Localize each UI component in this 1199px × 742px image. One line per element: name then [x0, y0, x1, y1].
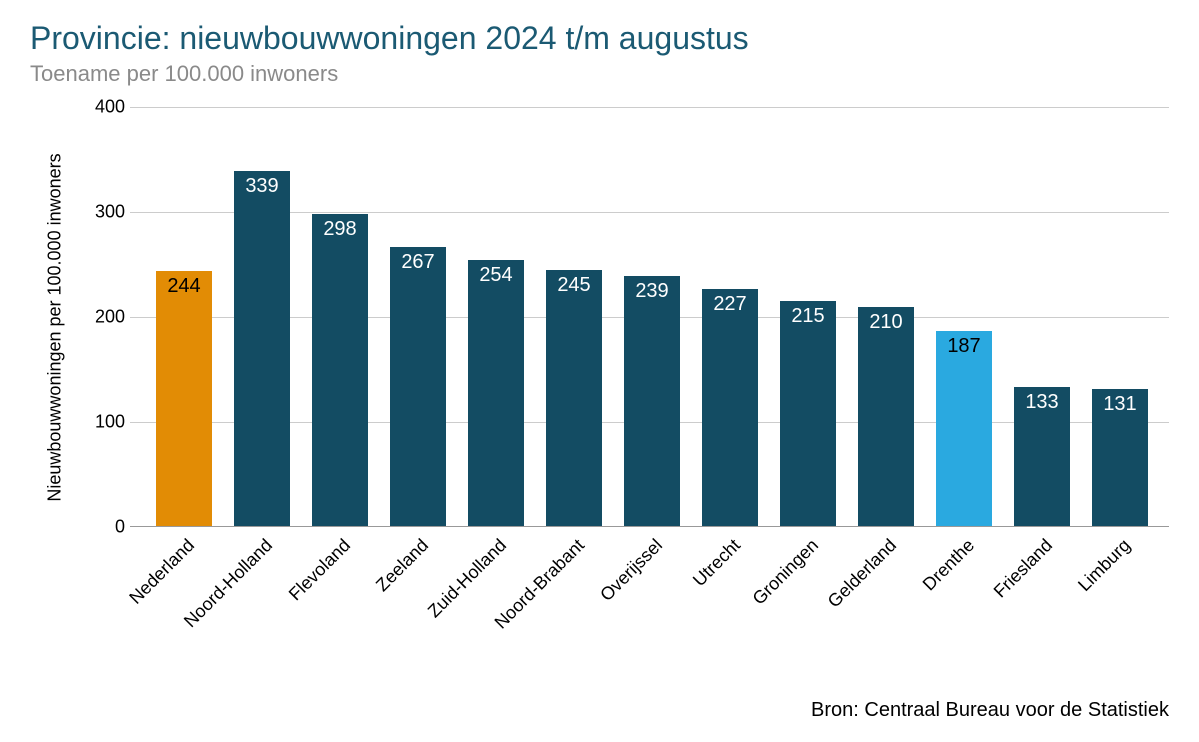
- bar: 187: [936, 331, 992, 527]
- y-axis-label: Nieuwbouwwoningen per 100.000 inwoners: [45, 153, 66, 501]
- bar-value-label: 133: [1025, 391, 1058, 414]
- y-tick-label: 200: [90, 307, 125, 328]
- bar-value-label: 239: [635, 280, 668, 303]
- x-label-slot: Overijssel: [613, 527, 691, 677]
- bar-value-label: 131: [1103, 393, 1136, 416]
- y-tick-label: 300: [90, 202, 125, 223]
- bar-value-label: 210: [869, 311, 902, 334]
- x-label-slot: Friesland: [1003, 527, 1081, 677]
- bar: 339: [234, 171, 290, 527]
- bars-row: 244 339 298 267 254 245 239 227 215 210 187 133 131: [145, 107, 1159, 527]
- bar: 298: [312, 214, 368, 527]
- bar-value-label: 244: [167, 275, 200, 298]
- bar-value-label: 227: [713, 293, 746, 316]
- x-label-slot: Flevoland: [301, 527, 379, 677]
- bar: 267: [390, 247, 446, 527]
- bar: 133: [1014, 387, 1070, 527]
- bar-slot: 298: [301, 107, 379, 527]
- bar-slot: 131: [1081, 107, 1159, 527]
- bar: 244: [156, 271, 212, 527]
- bar-slot: 339: [223, 107, 301, 527]
- x-axis-label: Zeeland: [372, 535, 433, 596]
- bar-value-label: 298: [323, 218, 356, 241]
- x-axis-label: Drenthe: [919, 535, 979, 595]
- chart-container: Provincie: nieuwbouwwoningen 2024 t/m au…: [0, 0, 1199, 742]
- x-axis-label: Nederland: [125, 535, 199, 609]
- bar-slot: 245: [535, 107, 613, 527]
- y-tick-label: 0: [90, 517, 125, 538]
- x-label-slot: Noord-Holland: [223, 527, 301, 677]
- x-axis-label: Utrecht: [689, 535, 745, 591]
- bar: 215: [780, 301, 836, 527]
- bar-slot: 244: [145, 107, 223, 527]
- bar-slot: 239: [613, 107, 691, 527]
- x-label-slot: Drenthe: [925, 527, 1003, 677]
- bar-slot: 254: [457, 107, 535, 527]
- x-label-slot: Noord-Brabant: [535, 527, 613, 677]
- bar-value-label: 215: [791, 305, 824, 328]
- x-label-slot: Gelderland: [847, 527, 925, 677]
- bar-slot: 133: [1003, 107, 1081, 527]
- bar-slot: 215: [769, 107, 847, 527]
- bar-value-label: 187: [947, 335, 980, 358]
- y-tick-label: 400: [90, 97, 125, 118]
- bar-value-label: 254: [479, 264, 512, 287]
- x-label-slot: Limburg: [1081, 527, 1159, 677]
- source-label: Bron: Centraal Bureau voor de Statistiek: [811, 699, 1169, 722]
- bar: 239: [624, 276, 680, 527]
- bar: 227: [702, 289, 758, 527]
- x-labels-row: NederlandNoord-HollandFlevolandZeelandZu…: [145, 527, 1159, 677]
- y-tick-label: 100: [90, 412, 125, 433]
- chart-subtitle: Toename per 100.000 inwoners: [30, 61, 1169, 87]
- bar-value-label: 245: [557, 274, 590, 297]
- bar-value-label: 267: [401, 251, 434, 274]
- bar-value-label: 339: [245, 175, 278, 198]
- x-axis-label: Limburg: [1074, 535, 1135, 596]
- bar-slot: 210: [847, 107, 925, 527]
- chart-title: Provincie: nieuwbouwwoningen 2024 t/m au…: [30, 20, 1169, 57]
- bar: 254: [468, 260, 524, 527]
- bar-slot: 267: [379, 107, 457, 527]
- bar-slot: 187: [925, 107, 1003, 527]
- bar-slot: 227: [691, 107, 769, 527]
- bar: 245: [546, 270, 602, 527]
- bar: 210: [858, 307, 914, 528]
- plot-area: Nieuwbouwwoningen per 100.000 inwoners 0…: [90, 107, 1169, 527]
- bar: 131: [1092, 389, 1148, 527]
